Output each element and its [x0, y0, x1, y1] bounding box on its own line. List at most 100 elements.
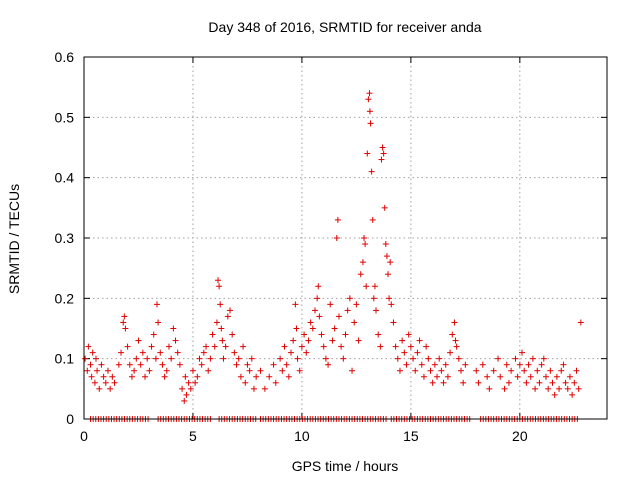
data-point — [407, 343, 414, 350]
data-point — [534, 367, 541, 374]
data-point — [429, 379, 436, 386]
data-point — [227, 307, 234, 314]
data-point — [344, 307, 351, 314]
data-point — [182, 373, 189, 380]
data-point — [290, 337, 297, 344]
data-point — [209, 331, 216, 338]
data-point — [194, 373, 201, 380]
data-point — [261, 385, 268, 392]
data-point — [331, 325, 338, 332]
data-point — [514, 373, 521, 380]
data-point — [367, 120, 374, 127]
data-point — [159, 361, 166, 368]
data-point — [377, 343, 384, 350]
data-point — [532, 385, 539, 392]
data-point — [359, 259, 366, 266]
data-point — [434, 373, 441, 380]
data-point — [244, 361, 251, 368]
data-point — [442, 361, 449, 368]
data-point — [88, 373, 95, 380]
points-layer — [82, 90, 584, 422]
data-point — [231, 349, 238, 356]
data-point — [146, 367, 153, 374]
data-point — [560, 361, 567, 368]
data-point — [536, 379, 543, 386]
data-point — [203, 343, 210, 350]
data-point — [207, 355, 214, 362]
x-axis-label: GPS time / hours — [292, 458, 399, 474]
data-point — [447, 349, 454, 356]
data-point — [253, 373, 260, 380]
data-point — [148, 343, 155, 350]
data-point — [133, 355, 140, 362]
data-point — [338, 343, 345, 350]
data-point — [189, 367, 196, 374]
data-point — [335, 313, 342, 320]
data-point — [540, 355, 547, 362]
data-point — [462, 361, 469, 368]
data-point — [285, 373, 292, 380]
data-point — [573, 367, 580, 374]
chart-title: Day 348 of 2016, SRMTID for receiver and… — [208, 19, 481, 35]
data-point — [575, 385, 582, 392]
data-point — [378, 156, 385, 163]
data-point — [571, 379, 578, 386]
data-point — [362, 241, 369, 248]
data-point — [457, 367, 464, 374]
data-point — [460, 379, 467, 386]
data-point — [527, 373, 534, 380]
data-point — [89, 349, 96, 356]
data-point — [521, 367, 528, 374]
data-point — [449, 331, 456, 338]
data-point — [549, 379, 556, 386]
y-tick-label: 0.5 — [55, 109, 75, 125]
data-point — [423, 343, 430, 350]
data-point — [100, 373, 107, 380]
data-point — [144, 355, 151, 362]
data-point — [412, 367, 419, 374]
data-point — [349, 367, 356, 374]
data-point — [366, 108, 373, 115]
data-point — [309, 325, 316, 332]
data-point — [452, 337, 459, 344]
data-point — [139, 349, 146, 356]
data-point — [455, 355, 462, 362]
data-point — [370, 295, 377, 302]
data-point — [96, 385, 103, 392]
data-point — [386, 295, 393, 302]
data-point — [128, 373, 135, 380]
data-point — [152, 355, 159, 362]
data-point — [137, 361, 144, 368]
data-point — [279, 367, 286, 374]
data-point — [122, 325, 129, 332]
data-point — [392, 343, 399, 350]
data-point — [155, 319, 162, 326]
data-point — [551, 391, 558, 398]
data-point — [529, 355, 536, 362]
data-point — [305, 337, 312, 344]
data-point — [179, 385, 186, 392]
data-point — [220, 355, 227, 362]
data-point — [283, 361, 290, 368]
data-point — [161, 373, 168, 380]
data-point — [484, 373, 491, 380]
data-point — [216, 283, 223, 290]
data-point — [318, 331, 325, 338]
data-point — [192, 379, 199, 386]
data-point — [486, 385, 493, 392]
data-point — [293, 325, 300, 332]
data-point — [120, 319, 127, 326]
data-point — [292, 301, 299, 308]
data-point — [174, 349, 181, 356]
data-point — [340, 355, 347, 362]
data-point — [126, 361, 133, 368]
data-point — [301, 331, 308, 338]
data-point — [425, 355, 432, 362]
data-point — [233, 361, 240, 368]
data-point — [196, 355, 203, 362]
x-tick-label: 0 — [80, 428, 88, 444]
data-point — [98, 361, 105, 368]
data-point — [288, 349, 295, 356]
data-point — [222, 343, 229, 350]
